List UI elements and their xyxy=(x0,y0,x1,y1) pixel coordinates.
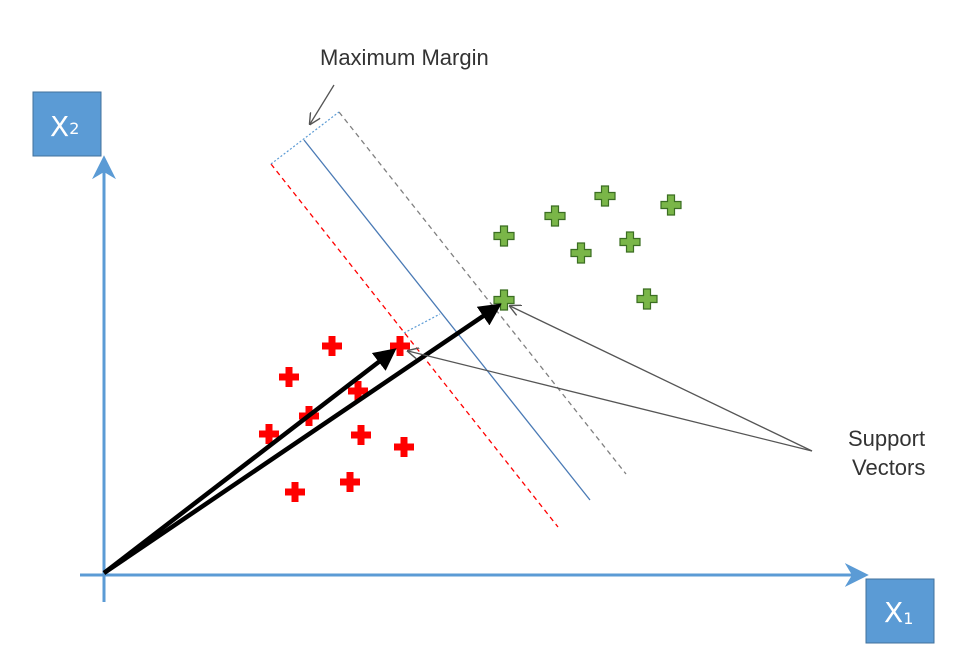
pointer-arrows xyxy=(310,84,813,452)
plus-icon xyxy=(279,367,299,387)
vectors xyxy=(102,303,502,575)
plus-icon xyxy=(660,194,682,216)
support-pointer-green xyxy=(510,306,813,452)
red-margin-line xyxy=(270,163,559,528)
plus-icon xyxy=(636,288,658,310)
plus-icon xyxy=(348,381,368,401)
plus-icon xyxy=(544,205,566,227)
plus-icon xyxy=(259,424,279,444)
plus-icon xyxy=(351,425,371,445)
red-points xyxy=(259,336,414,502)
margin-indicator-bottom xyxy=(403,313,441,334)
plus-icon xyxy=(285,482,305,502)
gray-margin-line xyxy=(338,111,627,475)
x-axis-label-box: X1 xyxy=(865,578,935,644)
margin-indicator-top xyxy=(270,111,340,165)
y-axis-label: X2 xyxy=(50,110,79,143)
support-vectors-label-line1: Support xyxy=(848,426,925,451)
plus-icon xyxy=(390,336,410,356)
plus-icon xyxy=(493,289,515,311)
y-axis-label-box: X2 xyxy=(32,91,102,157)
vector-to-red-support xyxy=(102,348,397,575)
axes xyxy=(80,155,869,602)
vector-to-green-support xyxy=(102,303,502,575)
max-margin-pointer xyxy=(310,84,335,124)
hyperplane-line xyxy=(303,139,591,501)
support-pointer-red xyxy=(408,351,813,452)
plus-icon xyxy=(322,336,342,356)
plus-icon xyxy=(594,185,616,207)
plus-icon xyxy=(394,437,414,457)
plus-icon xyxy=(340,472,360,492)
margin-lines xyxy=(270,111,627,528)
plus-icon xyxy=(493,225,515,247)
x-axis-label: X1 xyxy=(884,596,913,629)
support-vectors-label-line2: Vectors xyxy=(852,455,925,480)
plus-icon xyxy=(619,231,641,253)
green-points xyxy=(493,185,682,311)
plus-icon xyxy=(570,242,592,264)
max-margin-label: Maximum Margin xyxy=(320,45,489,70)
